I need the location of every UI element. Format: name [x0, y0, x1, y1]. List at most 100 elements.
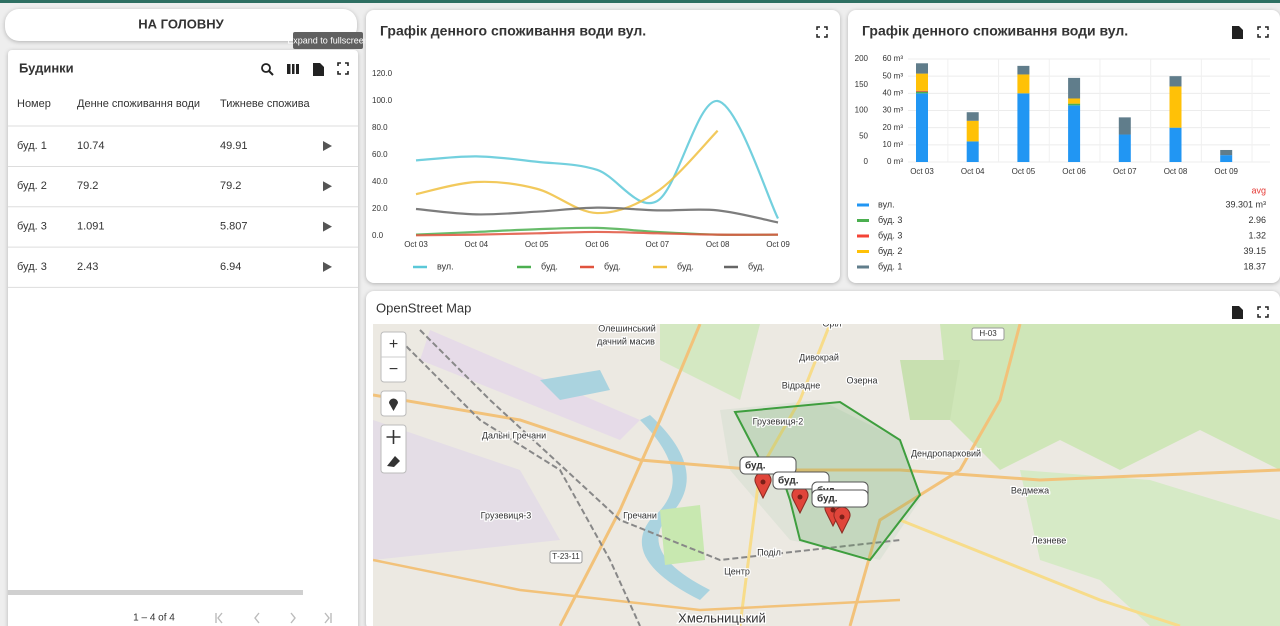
marker-dot	[839, 514, 845, 520]
bar-segment	[1068, 77, 1081, 99]
road	[373, 558, 901, 612]
place-label: Грузевиця-3	[481, 510, 532, 520]
pagination-nav	[215, 612, 332, 624]
export-icon[interactable]	[1232, 306, 1243, 319]
play-button[interactable]	[323, 181, 332, 192]
legend-label: буд. 2	[878, 246, 902, 256]
x-tick-label: Oct 04	[465, 240, 489, 249]
table-cell: буд. 1	[17, 140, 47, 152]
move-icon[interactable]	[386, 430, 401, 444]
map-title: OpenStreet Map	[376, 300, 471, 315]
road	[558, 324, 702, 626]
fullscreen-icon[interactable]	[337, 62, 349, 75]
forest	[1020, 470, 1280, 626]
table-cell: 49.91	[220, 140, 248, 152]
place-label: Ведмежа	[1011, 485, 1049, 495]
column-header: Номер	[17, 98, 51, 110]
line-series	[415, 99, 779, 219]
bar-segment	[1068, 98, 1081, 104]
table-cell: 79.2	[220, 180, 241, 192]
last-page-icon[interactable]	[324, 612, 332, 624]
y-tick-label: 50	[859, 131, 868, 140]
table-cell: 10.74	[77, 140, 105, 152]
bar-segment	[1017, 93, 1030, 162]
road	[848, 324, 1022, 626]
export-icon[interactable]	[1232, 26, 1243, 39]
y-tick-label: 100.0	[372, 96, 393, 105]
table-row[interactable]: буд. 3 1.091 5.807	[17, 221, 332, 233]
forest	[940, 324, 1280, 470]
erase-icon[interactable]	[387, 456, 400, 467]
x-tick-label: Oct 05	[1012, 167, 1036, 176]
bar-segment	[916, 91, 928, 94]
table-cell: 5.807	[220, 221, 248, 233]
x-tick-label: Oct 08	[706, 240, 730, 249]
bar-segment	[1220, 149, 1233, 156]
tooltip: Expand to fullscreen	[287, 35, 369, 45]
y-tick-label: 200	[855, 54, 869, 63]
first-page-icon[interactable]	[215, 612, 223, 624]
y-tick-label: 20.0	[372, 204, 388, 213]
next-page-icon[interactable]	[290, 612, 296, 624]
table-cell: буд. 2	[17, 180, 47, 192]
zoom-in[interactable]: +	[389, 336, 398, 353]
road-sign-label: Т-23-11	[552, 552, 580, 561]
y-tick-label: 80.0	[372, 123, 388, 132]
export-icon[interactable]	[313, 63, 324, 76]
y-tick-label: 40.0	[372, 177, 388, 186]
play-button[interactable]	[323, 221, 332, 232]
bar-segment	[1118, 134, 1131, 162]
table-cell: 2.43	[77, 261, 98, 273]
legend-label: буд.	[604, 261, 621, 271]
place-label: Дивокрай	[799, 352, 839, 362]
legend-label: вул.	[437, 261, 454, 271]
fullscreen-icon[interactable]	[816, 26, 828, 38]
place-label: Озерна	[846, 375, 877, 385]
legend-label: буд. 1	[878, 261, 902, 271]
table-row[interactable]: буд. 1 10.74 49.91	[17, 140, 332, 152]
road	[899, 518, 1181, 626]
x-tick-label: Oct 06	[585, 240, 609, 249]
bar-segment	[1169, 86, 1182, 128]
legend-label: буд. 3	[878, 230, 902, 240]
legend-header: avg	[1251, 185, 1266, 195]
road-sign	[971, 327, 1005, 341]
fullscreen-icon[interactable]	[1257, 26, 1269, 38]
home-button-label[interactable]: НА ГОЛОВНУ	[138, 16, 224, 31]
zoom-out[interactable]: −	[389, 361, 398, 378]
place-label: Дальні Гречани	[482, 430, 546, 440]
bar-chart: 0 50 100 150 200 0 m³ 10 m³ 20 m³ 30 m³ 40 m³ 50 m…	[855, 54, 1270, 271]
columns-icon[interactable]	[287, 64, 299, 74]
fullscreen-icon[interactable]	[1257, 306, 1269, 318]
place-label: Лезневе	[1032, 535, 1067, 545]
search-icon[interactable]	[261, 63, 271, 73]
bar-segment	[1169, 76, 1182, 87]
pagination-label: 1 – 4 of 4	[133, 613, 175, 624]
bar-segment	[916, 93, 928, 162]
table-row[interactable]: буд. 2 79.2 79.2	[17, 180, 332, 192]
x-tick-label: Oct 06	[1062, 167, 1086, 176]
home-button[interactable]	[5, 9, 357, 41]
map-controls: + −	[380, 331, 407, 474]
bar-segment	[1118, 117, 1131, 135]
legend-label: вул.	[878, 199, 895, 209]
locate-icon	[389, 398, 398, 411]
scrollbar[interactable]	[8, 590, 303, 595]
table-cell: буд. 3	[17, 261, 47, 273]
table: Номер Денне споживання води Тижневе спожив…	[8, 98, 358, 288]
x-tick-label: Oct 03	[404, 240, 428, 249]
line-series	[415, 230, 779, 237]
y2-tick-label: 40 m³	[883, 88, 904, 97]
play-button[interactable]	[323, 141, 332, 151]
place-label: Дендропарковий	[911, 448, 981, 458]
prev-page-icon[interactable]	[254, 612, 260, 624]
bar-segment	[916, 73, 928, 91]
table-cell: 79.2	[77, 180, 98, 192]
x-tick-label: Oct 09	[766, 240, 790, 249]
table-row[interactable]: буд. 3 2.43 6.94	[17, 261, 332, 273]
map[interactable]: Олешинський дачний масив Дивокрай Відрадне О…	[373, 318, 1280, 626]
x-tick-label: Oct 08	[1164, 167, 1188, 176]
marker-dot	[830, 507, 836, 513]
play-button[interactable]	[323, 261, 332, 272]
